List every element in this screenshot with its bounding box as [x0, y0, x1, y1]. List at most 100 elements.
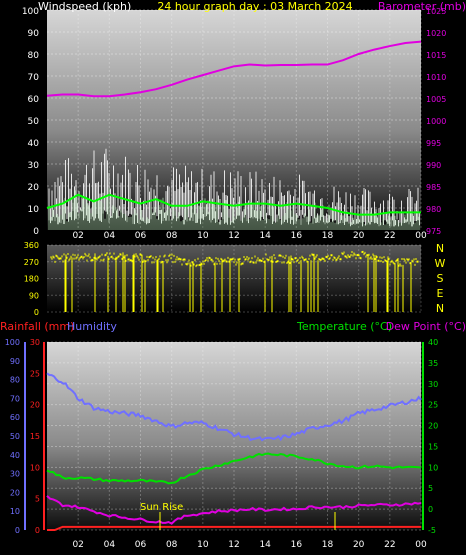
temperature-humidity-panel: Rainfall (mm) Humidity Temperature (°C) …	[0, 320, 466, 550]
temperature-tick-label: 15	[428, 442, 438, 451]
compass-label: W	[435, 257, 446, 270]
temperature-y-ticks: -5 0 5 10 15 20 25 30 35 40	[428, 338, 438, 535]
wind-tick-label: 60	[28, 95, 40, 105]
sunrise-annotation: Sun Rise	[140, 502, 183, 513]
compass-label: N	[436, 302, 444, 315]
x-tick-label: 18	[322, 540, 334, 550]
x-tick-label: 20	[353, 540, 365, 550]
barometer-tick-label: 1010	[426, 73, 446, 82]
x-tick-label: 02	[72, 231, 83, 241]
humidity-line	[46, 372, 422, 442]
wind-barometer-lines	[46, 40, 422, 216]
wind-gust-bars	[48, 148, 420, 230]
direction-tick-label: 270	[24, 258, 39, 267]
humidity-tick-label: 20	[10, 488, 20, 497]
barometer-tick-label: 1015	[426, 51, 446, 60]
humidity-tick-label: 30	[10, 470, 20, 479]
barometer-axis-label: Barometer (mb)	[378, 0, 466, 13]
rain-tick-label: 15	[30, 432, 40, 441]
rainfall-line	[47, 525, 421, 531]
humidity-tick-label: 50	[10, 432, 20, 441]
x-tick-label: 20	[353, 231, 365, 241]
humidity-axis-label: Humidity	[67, 320, 117, 333]
x-tick-label: 00	[415, 540, 427, 550]
wind-average-line	[46, 193, 421, 216]
x-tick-label: 12	[228, 540, 239, 550]
temperature-tick-label: 0	[428, 505, 433, 514]
direction-marks	[50, 250, 419, 312]
barometer-tick-label: 995	[426, 139, 441, 148]
temperature-tick-label: 35	[428, 359, 438, 368]
rain-tick-label: 0	[35, 526, 40, 535]
x-tick-label: 18	[322, 231, 334, 241]
wind-tick-label: 0	[33, 227, 39, 237]
x-tick-label: 22	[384, 231, 395, 241]
barometer-y-ticks: 975 980 985 990 995 1000 1005 1010 1015 1020 1025	[426, 7, 446, 236]
wind-tick-label: 20	[28, 183, 40, 193]
x-tick-label: 14	[259, 540, 271, 550]
rain-tick-label: 20	[30, 401, 40, 410]
rain-tick-label: 25	[30, 369, 40, 378]
x-tick-label: 02	[72, 540, 83, 550]
x-tick-label: 06	[135, 540, 147, 550]
chart-title: 24 hour graph day : 03 March 2024	[157, 0, 352, 13]
direction-tick-label: 180	[24, 275, 39, 284]
direction-tick-label: 360	[24, 241, 39, 250]
direction-y-ticks: 360 270 180 90 0	[24, 241, 39, 317]
wind-tick-label: 90	[28, 29, 40, 39]
barometer-line	[46, 40, 422, 98]
humidity-y-ticks: 0 10 20 30 40 50 60 70 80 90 100	[5, 338, 20, 535]
barometer-tick-label: 980	[426, 205, 441, 214]
x-tick-label: 10	[197, 231, 209, 241]
x-tick-label: 10	[197, 540, 209, 550]
x-tick-label: 08	[166, 231, 178, 241]
compass-label: N	[436, 242, 444, 255]
barometer-tick-label: 1020	[426, 29, 446, 38]
wind-tick-label: 80	[28, 51, 40, 61]
humidity-tick-label: 100	[5, 338, 20, 347]
x-tick-label: 06	[135, 231, 147, 241]
humidity-tick-label: 90	[10, 357, 20, 366]
compass-label: S	[437, 272, 444, 285]
barometer-tick-label: 990	[426, 161, 441, 170]
temperature-x-ticks: 02 04 06 08 10 12 14 16 18 20 22 00	[72, 540, 427, 550]
temperature-tick-label: -5	[428, 526, 436, 535]
direction-tick-label: 0	[34, 308, 39, 317]
x-tick-label: 04	[104, 540, 116, 550]
temperature-tick-label: 30	[428, 380, 438, 389]
barometer-tick-label: 1000	[426, 117, 446, 126]
wind-tick-label: 100	[22, 7, 39, 17]
x-tick-label: 16	[291, 231, 303, 241]
x-tick-label: 00	[415, 231, 427, 241]
temperature-tick-label: 5	[428, 484, 433, 493]
x-tick-label: 16	[291, 540, 303, 550]
wind-tick-label: 10	[28, 205, 40, 215]
humidity-tick-label: 0	[15, 526, 20, 535]
wind-x-ticks: 02 04 06 08 10 12 14 16 18 20 22 00	[72, 231, 427, 241]
temperature-tick-label: 20	[428, 422, 438, 431]
temperature-tick-label: 25	[428, 401, 438, 410]
wind-y-ticks: 0 10 20 30 40 50 60 70 80 90 100	[22, 7, 39, 237]
wind-tick-label: 30	[28, 161, 40, 171]
barometer-tick-label: 1025	[426, 7, 446, 16]
humidity-tick-label: 60	[10, 413, 20, 422]
dewpoint-line	[46, 495, 422, 525]
wind-tick-label: 50	[28, 117, 40, 127]
temperature-lines	[46, 372, 422, 531]
dewpoint-axis-label: Dew Point (°C)	[386, 320, 466, 333]
rain-tick-label: 5	[35, 495, 40, 504]
wind-tick-label: 70	[28, 73, 40, 83]
x-tick-label: 14	[259, 231, 271, 241]
rain-tick-label: 30	[30, 338, 40, 347]
gridlines-temperature	[47, 341, 422, 531]
rainfall-axis-label: Rainfall (mm)	[0, 320, 74, 333]
temperature-tick-label: 10	[428, 463, 438, 472]
temperature-line	[46, 452, 422, 485]
rain-y-ticks: 0 5 10 15 20 25 30	[30, 338, 40, 535]
x-tick-label: 04	[104, 231, 116, 241]
humidity-tick-label: 80	[10, 376, 20, 385]
